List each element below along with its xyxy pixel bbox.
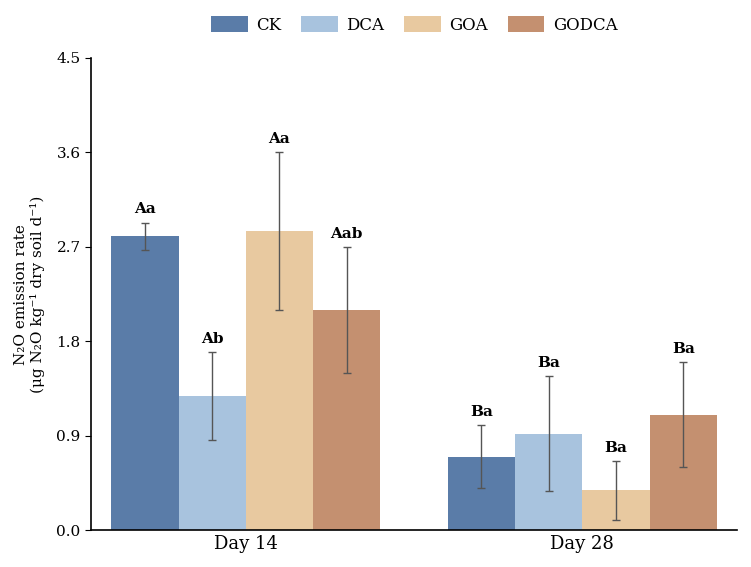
Text: Aab: Aab [330, 227, 363, 240]
Bar [582, 490, 650, 530]
Bar [179, 396, 246, 530]
Bar [313, 310, 381, 530]
Legend: CK, DCA, GOA, GODCA: CK, DCA, GOA, GODCA [204, 10, 624, 41]
Bar [650, 415, 717, 530]
Text: Ab: Ab [201, 332, 224, 345]
Bar [448, 457, 515, 530]
Text: Ba: Ba [672, 342, 695, 356]
Y-axis label: N₂O emission rate
(μg N₂O kg⁻¹ dry soil d⁻¹): N₂O emission rate (μg N₂O kg⁻¹ dry soil … [14, 196, 45, 393]
Text: Ba: Ba [537, 356, 560, 370]
Text: Aa: Aa [134, 202, 155, 217]
Text: Ba: Ba [605, 441, 627, 455]
Text: Aa: Aa [269, 132, 291, 146]
Bar [246, 231, 313, 530]
Text: Ba: Ba [470, 405, 493, 419]
Bar [111, 236, 179, 530]
Bar [515, 434, 582, 530]
